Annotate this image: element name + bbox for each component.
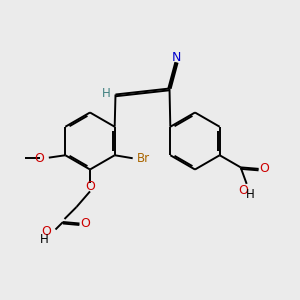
Text: O: O [34,152,44,165]
Text: O: O [239,184,249,197]
Text: Br: Br [137,152,150,165]
Text: O: O [259,162,269,176]
Text: O: O [41,225,51,239]
Text: O: O [80,217,90,230]
Text: N: N [172,50,181,64]
Text: H: H [246,188,255,201]
Text: H: H [101,86,110,100]
Text: O: O [85,180,95,193]
Text: H: H [40,232,49,246]
